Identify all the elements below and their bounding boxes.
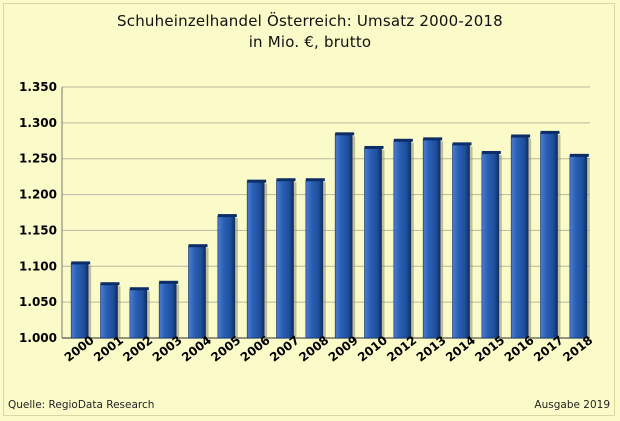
bar-cap (511, 134, 531, 138)
bar-cap (481, 150, 501, 154)
bar-2017 (540, 132, 558, 339)
bar-cap (100, 282, 120, 286)
bar-cap (540, 130, 560, 134)
y-tick-label: 1.150 (19, 223, 57, 237)
bar-2000 (70, 263, 89, 339)
bar-cap (159, 280, 179, 284)
bar-2015 (481, 152, 500, 339)
edition-note: Ausgabe 2019 (534, 399, 610, 411)
bar-cap (188, 244, 208, 248)
source-note: Quelle: RegioData Research (8, 399, 155, 411)
bar-2018 (569, 155, 588, 339)
bar-2010 (364, 147, 382, 339)
bar-2012 (393, 140, 412, 339)
y-tick-label: 1.050 (19, 295, 57, 309)
y-tick-label: 1.200 (19, 188, 57, 202)
bar-cap (569, 153, 589, 157)
bar-2001 (100, 283, 118, 339)
y-tick-label: 1.000 (19, 331, 57, 345)
chart-subtitle: in Mio. €, brutto (248, 33, 372, 51)
bar-2013 (422, 139, 441, 339)
bar-2008 (305, 179, 324, 339)
bar-2009 (334, 134, 353, 339)
y-tick-label: 1.300 (19, 116, 57, 130)
y-tick-label: 1.250 (19, 152, 57, 166)
bar-cap (247, 179, 267, 183)
bar-cap (364, 145, 384, 149)
bar-2004 (188, 245, 206, 339)
bar-cap (71, 261, 91, 265)
chart-title: Schuheinzelhandel Österreich: Umsatz 200… (117, 12, 503, 30)
bar-2002 (129, 288, 148, 339)
bar-cap (335, 132, 355, 136)
bar-cap (393, 138, 413, 142)
bar-2006 (246, 181, 265, 339)
bar-cap (452, 142, 472, 146)
bar-cap (276, 178, 296, 182)
y-tick-label: 1.350 (19, 80, 57, 94)
chart-frame (3, 3, 615, 416)
bar-2014 (452, 144, 470, 339)
y-tick-label: 1.100 (19, 259, 57, 273)
bar-cap (423, 137, 443, 141)
bar-cap (305, 178, 325, 182)
bar-cap (129, 287, 149, 291)
bar-2007 (276, 179, 294, 339)
bar-2003 (158, 282, 177, 339)
bar-2005 (217, 215, 236, 339)
bar-2016 (510, 136, 529, 339)
bar-cap (217, 214, 237, 218)
